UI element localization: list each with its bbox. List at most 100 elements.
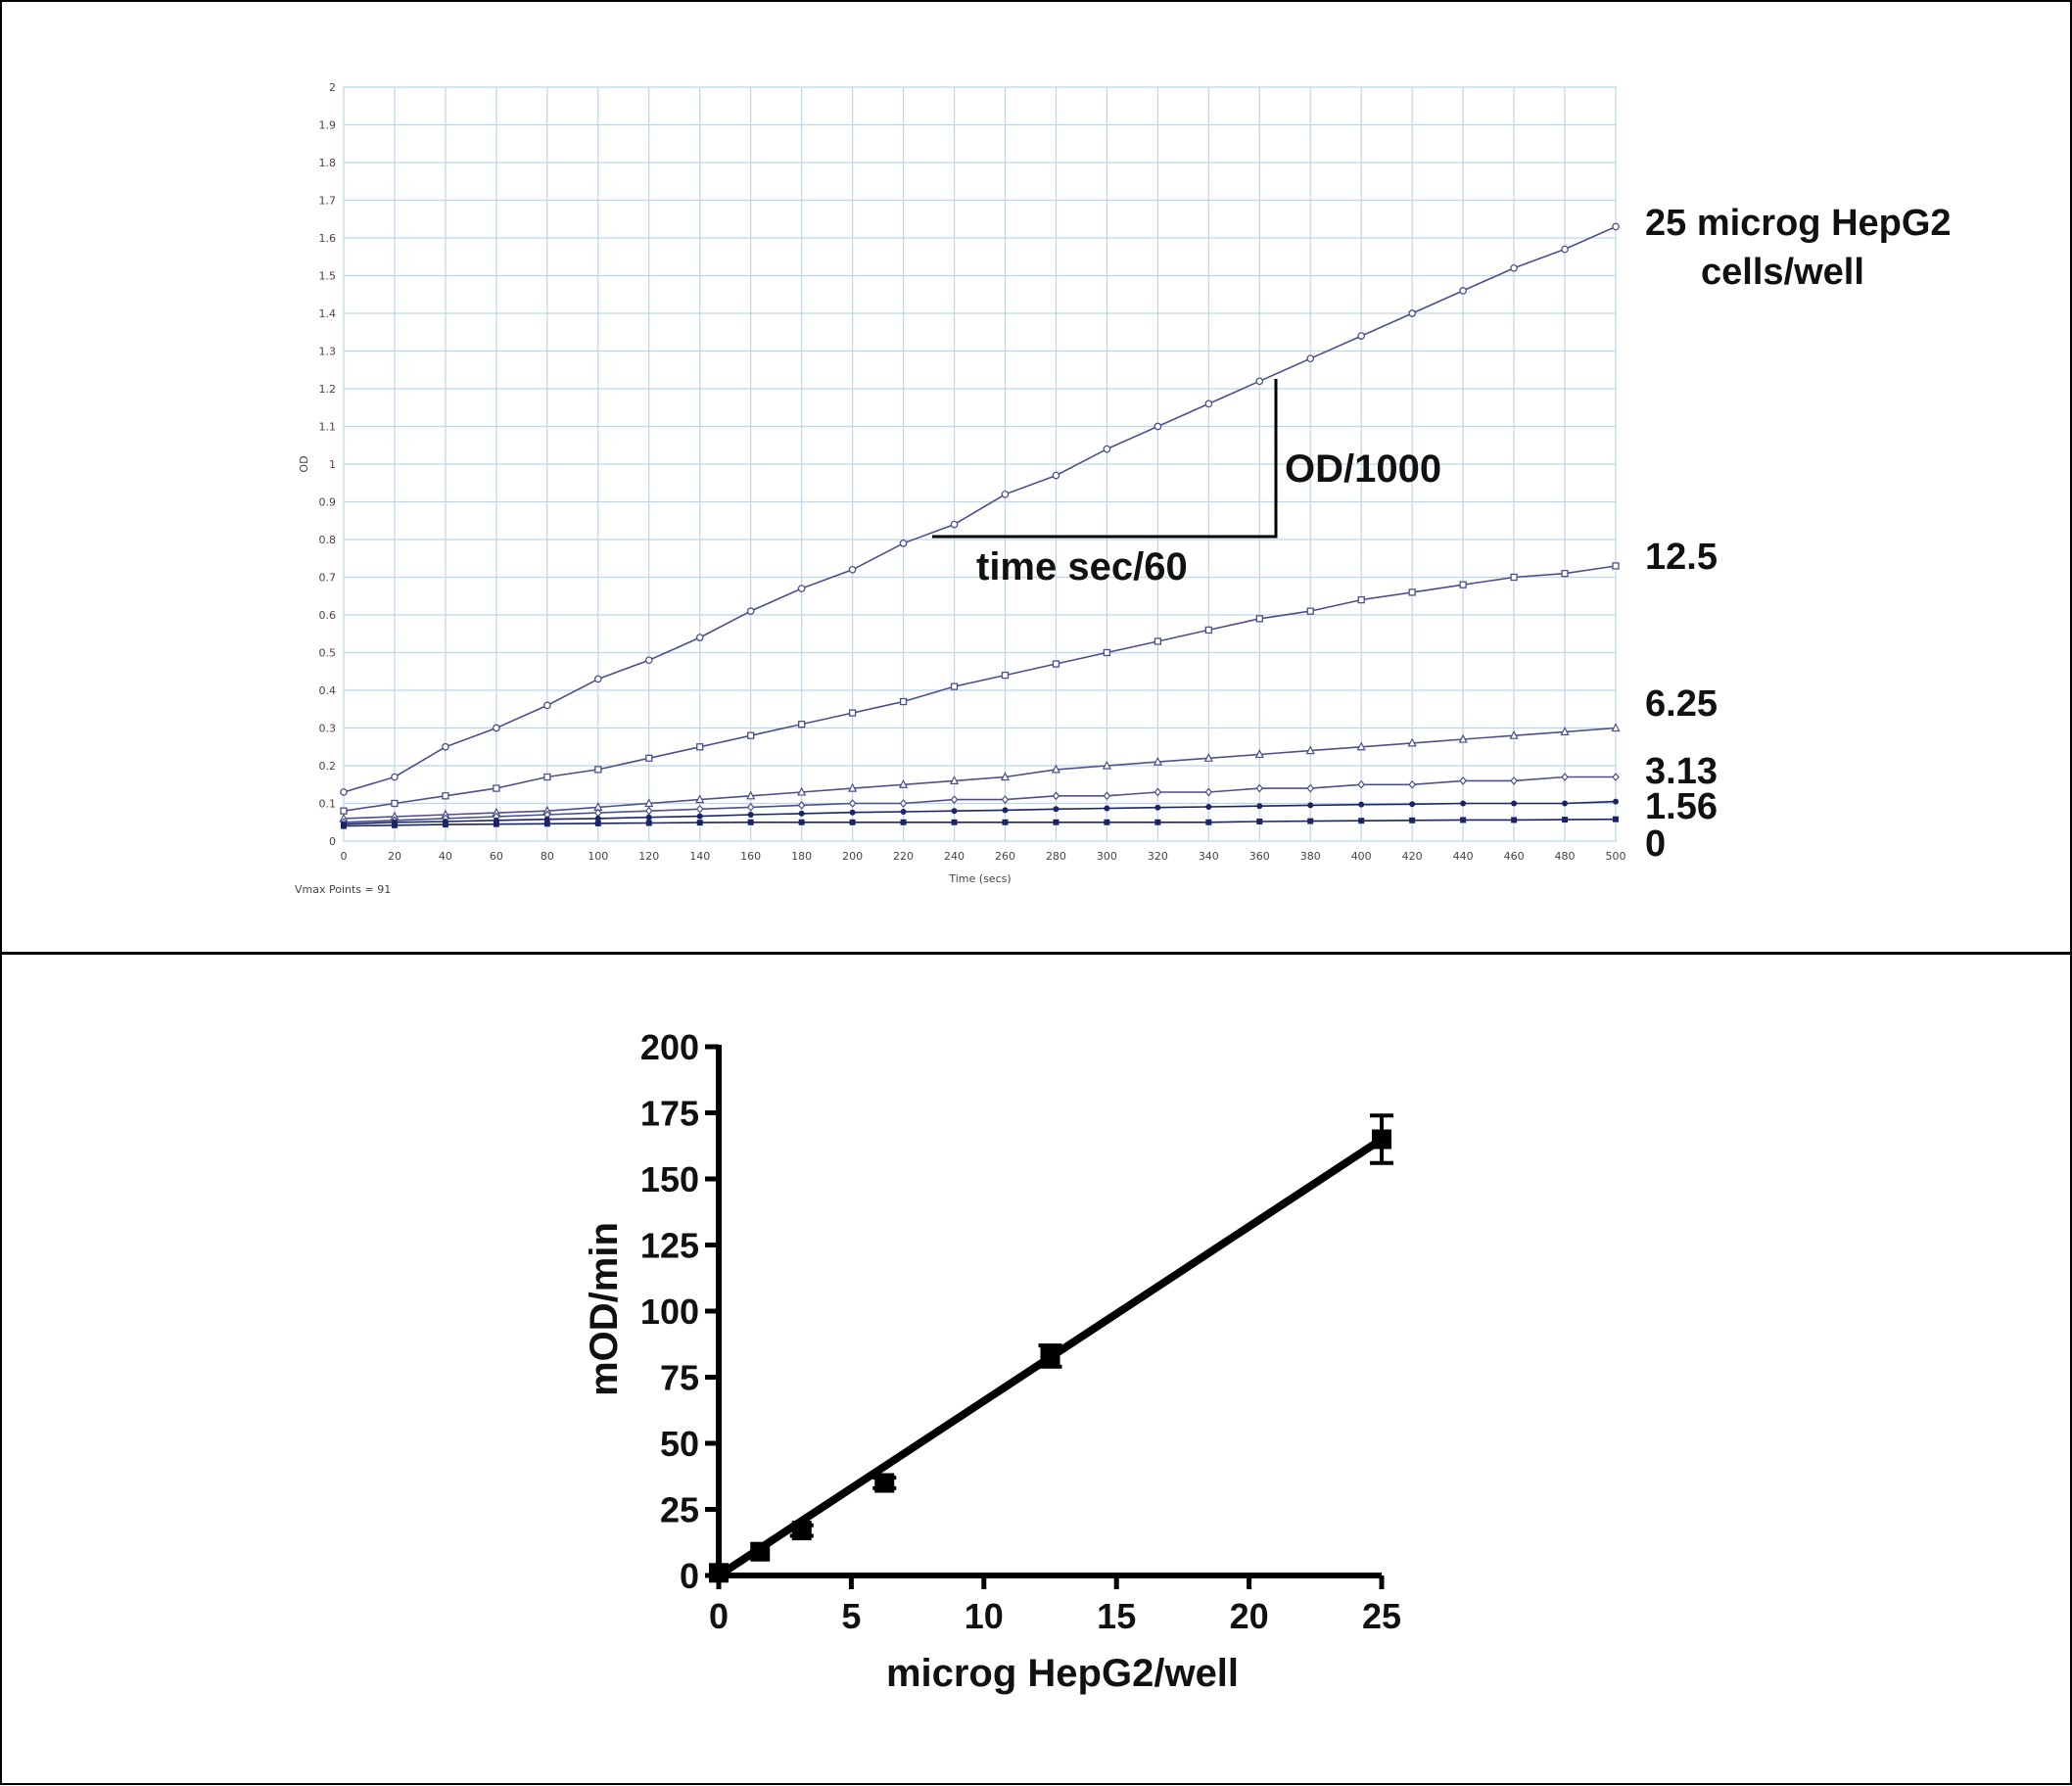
kinetics-data-point (644, 656, 653, 665)
kinetics-data-point (899, 539, 908, 547)
kinetics-data-point (1560, 727, 1570, 735)
kinetics-data-point (1001, 490, 1010, 498)
kinetics-data-point (695, 794, 705, 804)
kinetics-data-point (1459, 287, 1467, 295)
rate-x-tick-label: 15 (1097, 1596, 1136, 1636)
rate-data-point (709, 1563, 729, 1583)
kinetics-data-point (1154, 819, 1161, 825)
series-label-25-line1: 25 microg HepG2 (1645, 203, 1952, 244)
kinetics-data-point (1612, 562, 1620, 570)
kinetics-y-tick-label: 1.6 (319, 232, 337, 245)
kinetics-data-point (1409, 817, 1416, 823)
kinetics-data-point (798, 810, 805, 817)
rate-x-tick-label: 25 (1362, 1596, 1401, 1636)
kinetics-x-tick-label: 60 (490, 850, 503, 863)
kinetics-data-point (1306, 783, 1315, 793)
kinetics-data-point (747, 731, 755, 739)
kinetics-data-point (797, 721, 806, 728)
kinetics-y-tick-label: 0.8 (319, 534, 337, 546)
kinetics-y-tick-label: 0.6 (319, 609, 337, 622)
kinetics-data-point (1561, 570, 1569, 578)
kinetics-data-point (391, 773, 399, 781)
rate-points (709, 1113, 1393, 1583)
kinetics-data-point (543, 773, 551, 781)
kinetics-data-point (1154, 787, 1162, 797)
kinetics-y-ticks: 0 0.1 0.2 0.3 0.4 0.5 0.6 0.7 0.8 0.9 1 1.1 1.2 1.3 1.… (319, 81, 337, 848)
kinetics-data-point (1000, 772, 1011, 781)
kinetics-data-point (391, 822, 398, 828)
kinetics-data-point (950, 795, 959, 805)
rate-chart: 0 25 50 75 100 125 150 175 200 0 5 10 15 20 25 microg… (583, 1027, 1401, 1695)
kinetics-y-tick-label: 1.2 (319, 383, 337, 396)
kinetics-y-tick-label: 1.9 (319, 119, 337, 132)
kinetics-x-tick-label: 80 (541, 850, 554, 863)
kinetics-data-point (1459, 776, 1467, 785)
kinetics-data-point (442, 822, 448, 828)
kinetics-data-point (1053, 819, 1060, 825)
kinetics-data-point (1611, 723, 1621, 732)
kinetics-x-tick-label: 420 (1402, 850, 1423, 863)
kinetics-data-point (1204, 626, 1212, 634)
kinetics-data-point (1002, 819, 1009, 825)
kinetics-data-point (695, 634, 704, 641)
kinetics-data-point (1510, 776, 1518, 785)
kinetics-y-tick-label: 0.4 (319, 684, 337, 697)
kinetics-data-point (1205, 819, 1212, 825)
kinetics-data-point (1407, 737, 1417, 747)
kinetics-data-point (798, 819, 805, 825)
kinetics-data-point (900, 819, 907, 825)
kinetics-data-point (493, 784, 500, 792)
kinetics-y-tick-label: 1 (329, 458, 336, 471)
kinetics-x-tick-label: 100 (588, 850, 608, 863)
kinetics-data-point (1612, 222, 1620, 231)
kinetics-data-point (696, 743, 704, 751)
kinetics-data-point (898, 778, 909, 788)
kinetics-data-point (1307, 818, 1314, 824)
kinetics-data-point (1458, 733, 1468, 743)
rate-y-tick-label: 0 (680, 1556, 699, 1596)
kinetics-data-point (1306, 607, 1314, 615)
kinetics-data-point (1001, 795, 1010, 805)
kinetics-data-point (1613, 798, 1619, 805)
bottom-panel-frame (0, 953, 2072, 1785)
kinetics-data-point (1408, 309, 1417, 317)
kinetics-data-point (1460, 800, 1467, 807)
kinetics-data-point (746, 802, 755, 812)
rate-y-tick-label: 200 (640, 1027, 699, 1067)
kinetics-data-point (1511, 817, 1518, 823)
kinetics-data-point (899, 799, 908, 808)
kinetics-data-point (1460, 817, 1467, 823)
kinetics-data-point (1561, 245, 1569, 254)
kinetics-data-point (949, 776, 960, 785)
kinetics-data-point (848, 709, 857, 717)
kinetics-data-point (849, 809, 856, 816)
rate-x-ticks: 0 5 10 15 20 25 (709, 1575, 1401, 1636)
kinetics-data-point (1256, 818, 1263, 824)
kinetics-x-tick-label: 320 (1148, 850, 1168, 863)
kinetics-data-point (1154, 637, 1162, 645)
kinetics-data-point (1102, 760, 1111, 770)
kinetics-data-point (1358, 801, 1365, 808)
kinetics-data-point (1408, 588, 1416, 596)
kinetics-data-point (1357, 595, 1365, 604)
kinetics-data-point (849, 819, 856, 825)
kinetics-data-point (1612, 773, 1620, 781)
kinetics-data-point (950, 682, 959, 690)
kinetics-data-point (1509, 729, 1519, 739)
kinetics-data-point (442, 792, 449, 800)
kinetics-y-tick-label: 0.7 (319, 572, 337, 585)
kinetics-data-point (1358, 818, 1365, 824)
kinetics-data-point (1001, 671, 1010, 680)
kinetics-x-tick-label: 260 (995, 850, 1015, 863)
kinetics-data-point (1510, 573, 1518, 582)
kinetics-data-point (797, 786, 807, 796)
kinetics-data-point (1255, 377, 1264, 386)
kinetics-x-tick-label: 360 (1249, 850, 1270, 863)
kinetics-data-point (900, 808, 907, 815)
kinetics-x-tick-label: 240 (944, 850, 965, 863)
kinetics-data-point (1255, 783, 1264, 793)
kinetics-data-point (950, 520, 959, 529)
kinetics-data-point (1409, 801, 1416, 808)
kinetics-y-tick-label: 1.8 (319, 157, 337, 169)
kinetics-data-point (1103, 791, 1111, 801)
